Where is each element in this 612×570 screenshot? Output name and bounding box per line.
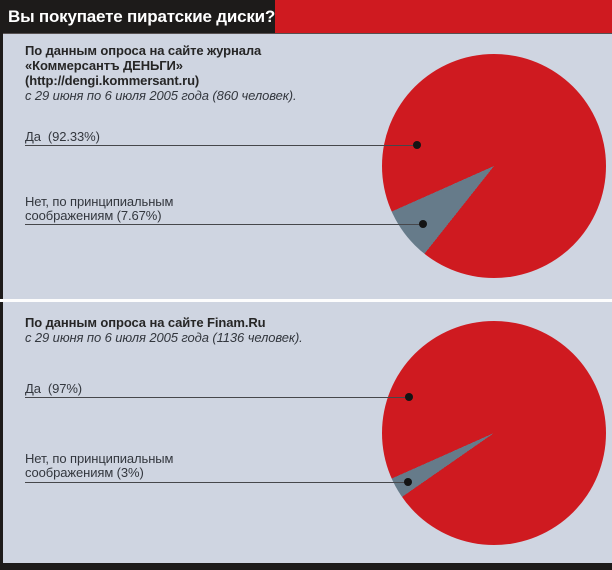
pie2-label-no: Нет, по принципиальным соображениям (3%) — [25, 451, 177, 480]
survey-note: с 29 июня по 6 июля 2005 года (1136 чело… — [25, 330, 303, 345]
header-bar: Вы покупаете пиратские диски? — [0, 0, 612, 34]
pie2-leader-line-no — [25, 482, 407, 483]
pie1-leader-line-yes — [25, 145, 417, 146]
pie1-label-no: Нет, по принципиальным соображениям (7.6… — [25, 194, 177, 223]
pie2-label-yes: Да (97%) — [25, 381, 83, 396]
panel-divider — [0, 299, 612, 302]
survey-source-line: «Коммерсантъ ДЕНЬГИ» — [25, 58, 183, 73]
pie1-leader-dot-yes — [413, 141, 421, 149]
pie-chart-finam — [382, 321, 606, 545]
pie2-leader-line-yes — [25, 397, 409, 398]
pie1-leader-dot-no — [419, 220, 427, 228]
page-title: Вы покупаете пиратские диски? — [0, 0, 275, 33]
pie2-leader-dot-no — [404, 478, 412, 486]
bottom-bar — [0, 563, 612, 570]
pie2-leader-dot-yes — [405, 393, 413, 401]
survey-source-finam: По данным опроса на сайте Finam.Ru с 29 … — [25, 315, 303, 345]
left-border — [0, 33, 3, 563]
survey-source-kommersant: По данным опроса на сайте журнала «Комме… — [25, 43, 297, 103]
pie1-leader-line-no — [25, 224, 423, 225]
survey-source-line: По данным опроса на сайте Finam.Ru — [25, 315, 266, 330]
survey-source-line: (http://dengi.kommersant.ru) — [25, 73, 200, 88]
pie-chart-kommersant — [382, 54, 606, 278]
survey-source-line: По данным опроса на сайте журнала — [25, 43, 262, 58]
pie1-label-yes: Да (92.33%) — [25, 129, 100, 144]
header-accent-block — [275, 0, 612, 33]
survey-note: с 29 июня по 6 июля 2005 года (860 челов… — [25, 88, 297, 103]
